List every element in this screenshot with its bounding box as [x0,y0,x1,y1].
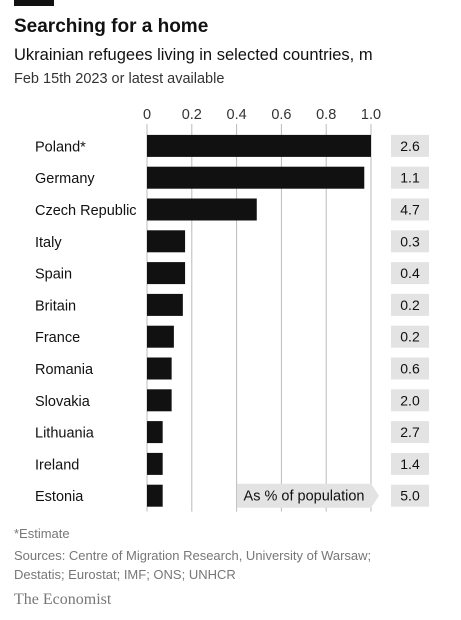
bar [147,357,172,380]
bar [147,230,186,253]
category-label: Spain [35,267,72,283]
bar [147,452,163,475]
population-share-value: 2.6 [400,138,420,154]
sources: Sources: Centre of Migration Research, U… [14,546,454,584]
x-tick-label: 0.6 [271,107,291,123]
population-share-box [391,198,429,221]
bar-chart: 0 0.2 0.4 0.6 0.8 1.0 Poland* 2.6 Germany 1.1 Czec… [35,107,429,512]
population-share-value: 0.6 [400,361,420,377]
population-share-value: 1.4 [400,456,420,472]
population-share-box [391,166,429,189]
bar [147,198,257,221]
population-share-value: 0.4 [400,265,420,281]
category-label: Germany [35,171,95,187]
brand-bar [14,0,54,6]
population-share-box [391,389,429,412]
bar [147,389,172,412]
category-label: France [35,330,80,346]
secondary-label-arrow [237,483,379,508]
population-share-box [391,230,429,253]
category-label: Italy [35,235,62,251]
x-tick-label: 1.0 [361,107,381,123]
category-label: Slovakia [35,394,91,410]
population-share-box [391,134,429,157]
population-share-value: 2.0 [400,392,420,408]
category-label: Lithuania [35,426,95,442]
chart-subtitle: Ukrainian refugees living in selected co… [14,46,373,64]
secondary-axis-label: As % of population [244,489,365,505]
population-share-box [391,484,429,507]
category-label: Romania [35,362,94,378]
category-label: Estonia [35,489,84,505]
bar [147,262,186,285]
bar [147,166,365,189]
bar [147,293,183,316]
x-tick-label: 0.4 [227,107,247,123]
population-share-box [391,262,429,285]
publisher-logo: The Economist [14,591,112,608]
population-share-box [391,421,429,444]
population-share-box [391,293,429,316]
category-label: Britain [35,298,76,314]
population-share-value: 0.3 [400,233,420,249]
population-share-value: 1.1 [400,170,420,186]
bar [147,421,163,444]
bar [147,134,371,157]
sources-line-1: Sources: Centre of Migration Research, U… [14,548,372,563]
population-share-box [391,452,429,475]
chart-title: Searching for a home [14,16,209,37]
x-tick-label: 0.8 [316,107,336,123]
category-label: Czech Republic [35,203,137,219]
population-share-value: 5.0 [400,488,420,504]
population-share-value: 4.7 [400,202,420,218]
x-tick-label: 0 [143,107,151,123]
population-share-value: 0.2 [400,329,420,345]
footnote: *Estimate [14,526,70,541]
population-share-box [391,357,429,380]
sources-line-2: Destatis; Eurostat; IMF; ONS; UNHCR [14,567,236,582]
x-tick-label: 0.2 [182,107,202,123]
population-share-box [391,325,429,348]
category-label: Ireland [35,457,79,473]
category-label: Poland* [35,139,86,155]
bar [147,484,163,507]
bar [147,325,174,348]
population-share-value: 0.2 [400,297,420,313]
population-share-value: 2.7 [400,424,420,440]
date-note: Feb 15th 2023 or latest available [14,71,225,87]
